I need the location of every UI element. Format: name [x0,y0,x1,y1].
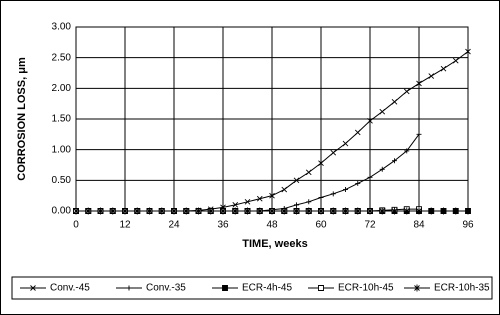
marker [342,207,349,215]
marker [306,199,312,205]
marker [391,99,398,105]
marker [318,207,324,215]
marker [416,80,422,87]
marker [171,207,177,215]
marker [207,207,214,215]
marker [452,207,459,215]
marker [416,207,422,215]
marker [269,207,275,215]
marker [232,202,239,208]
marker [414,284,420,292]
marker [109,207,116,215]
legend-label: ECR-10h-45 [338,283,394,294]
marker [330,207,337,215]
y-tick-label: 0.50 [52,175,72,186]
marker [391,207,398,215]
marker [30,285,36,291]
legend-label: ECR-4h-45 [242,283,292,294]
y-tick-label: 2.50 [52,52,72,63]
marker [244,207,251,215]
marker [126,285,132,291]
marker [122,207,128,215]
x-tick-label: 72 [364,220,376,231]
marker [354,129,361,136]
marker [220,207,226,215]
marker [416,131,422,137]
marker [367,174,373,180]
marker [343,187,348,193]
marker [134,207,141,215]
marker [440,65,447,72]
marker [404,148,410,154]
marker [97,207,104,215]
marker [367,118,373,124]
marker [269,192,275,199]
x-tick-label: 96 [462,220,474,231]
x-tick-label: 48 [266,220,278,231]
legend-box [11,276,493,300]
marker [355,180,361,186]
marker [294,202,299,208]
y-tick-label: 3.00 [52,22,72,33]
marker [305,207,312,215]
marker [281,207,288,215]
x-axis-title: TIME, weeks [242,238,307,250]
marker [318,195,324,201]
marker [440,207,447,215]
marker [158,207,165,215]
marker [85,207,92,215]
marker [256,207,263,215]
x-tick-label: 36 [217,220,229,231]
marker [354,207,361,215]
marker [281,186,288,193]
marker [146,207,153,215]
marker [330,149,337,156]
marker [428,73,435,79]
marker [465,48,471,55]
marker [452,57,459,64]
marker [465,207,471,215]
marker [428,207,435,215]
marker [232,207,239,215]
marker [222,285,228,291]
marker [183,207,190,215]
marker [318,285,324,291]
y-tick-label: 1.50 [52,114,72,125]
marker [367,207,373,215]
marker [379,166,385,172]
marker [403,207,410,215]
x-tick-label: 84 [413,220,425,231]
marker [256,195,263,202]
marker [403,88,410,95]
marker [379,108,386,115]
marker [73,207,79,215]
marker [293,207,300,215]
legend-label: ECR-10h-35 [434,283,490,294]
x-tick-label: 60 [315,220,327,231]
marker [342,140,349,147]
marker [293,177,300,184]
marker [244,198,251,205]
legend-label: Conv.-35 [146,283,186,294]
x-tick-label: 0 [73,220,79,231]
marker [330,191,336,197]
y-tick-label: 1.00 [52,144,72,155]
marker [379,207,386,215]
marker [195,207,202,215]
y-tick-label: 0.00 [52,206,72,217]
y-tick-label: 2.00 [52,83,72,94]
y-axis-title: CORROSION LOSS, μm [16,57,28,181]
marker [318,160,324,166]
marker [392,158,397,164]
x-tick-label: 24 [168,220,180,231]
marker [305,169,312,176]
x-tick-label: 12 [119,220,131,231]
legend-label: Conv.-45 [50,283,90,294]
